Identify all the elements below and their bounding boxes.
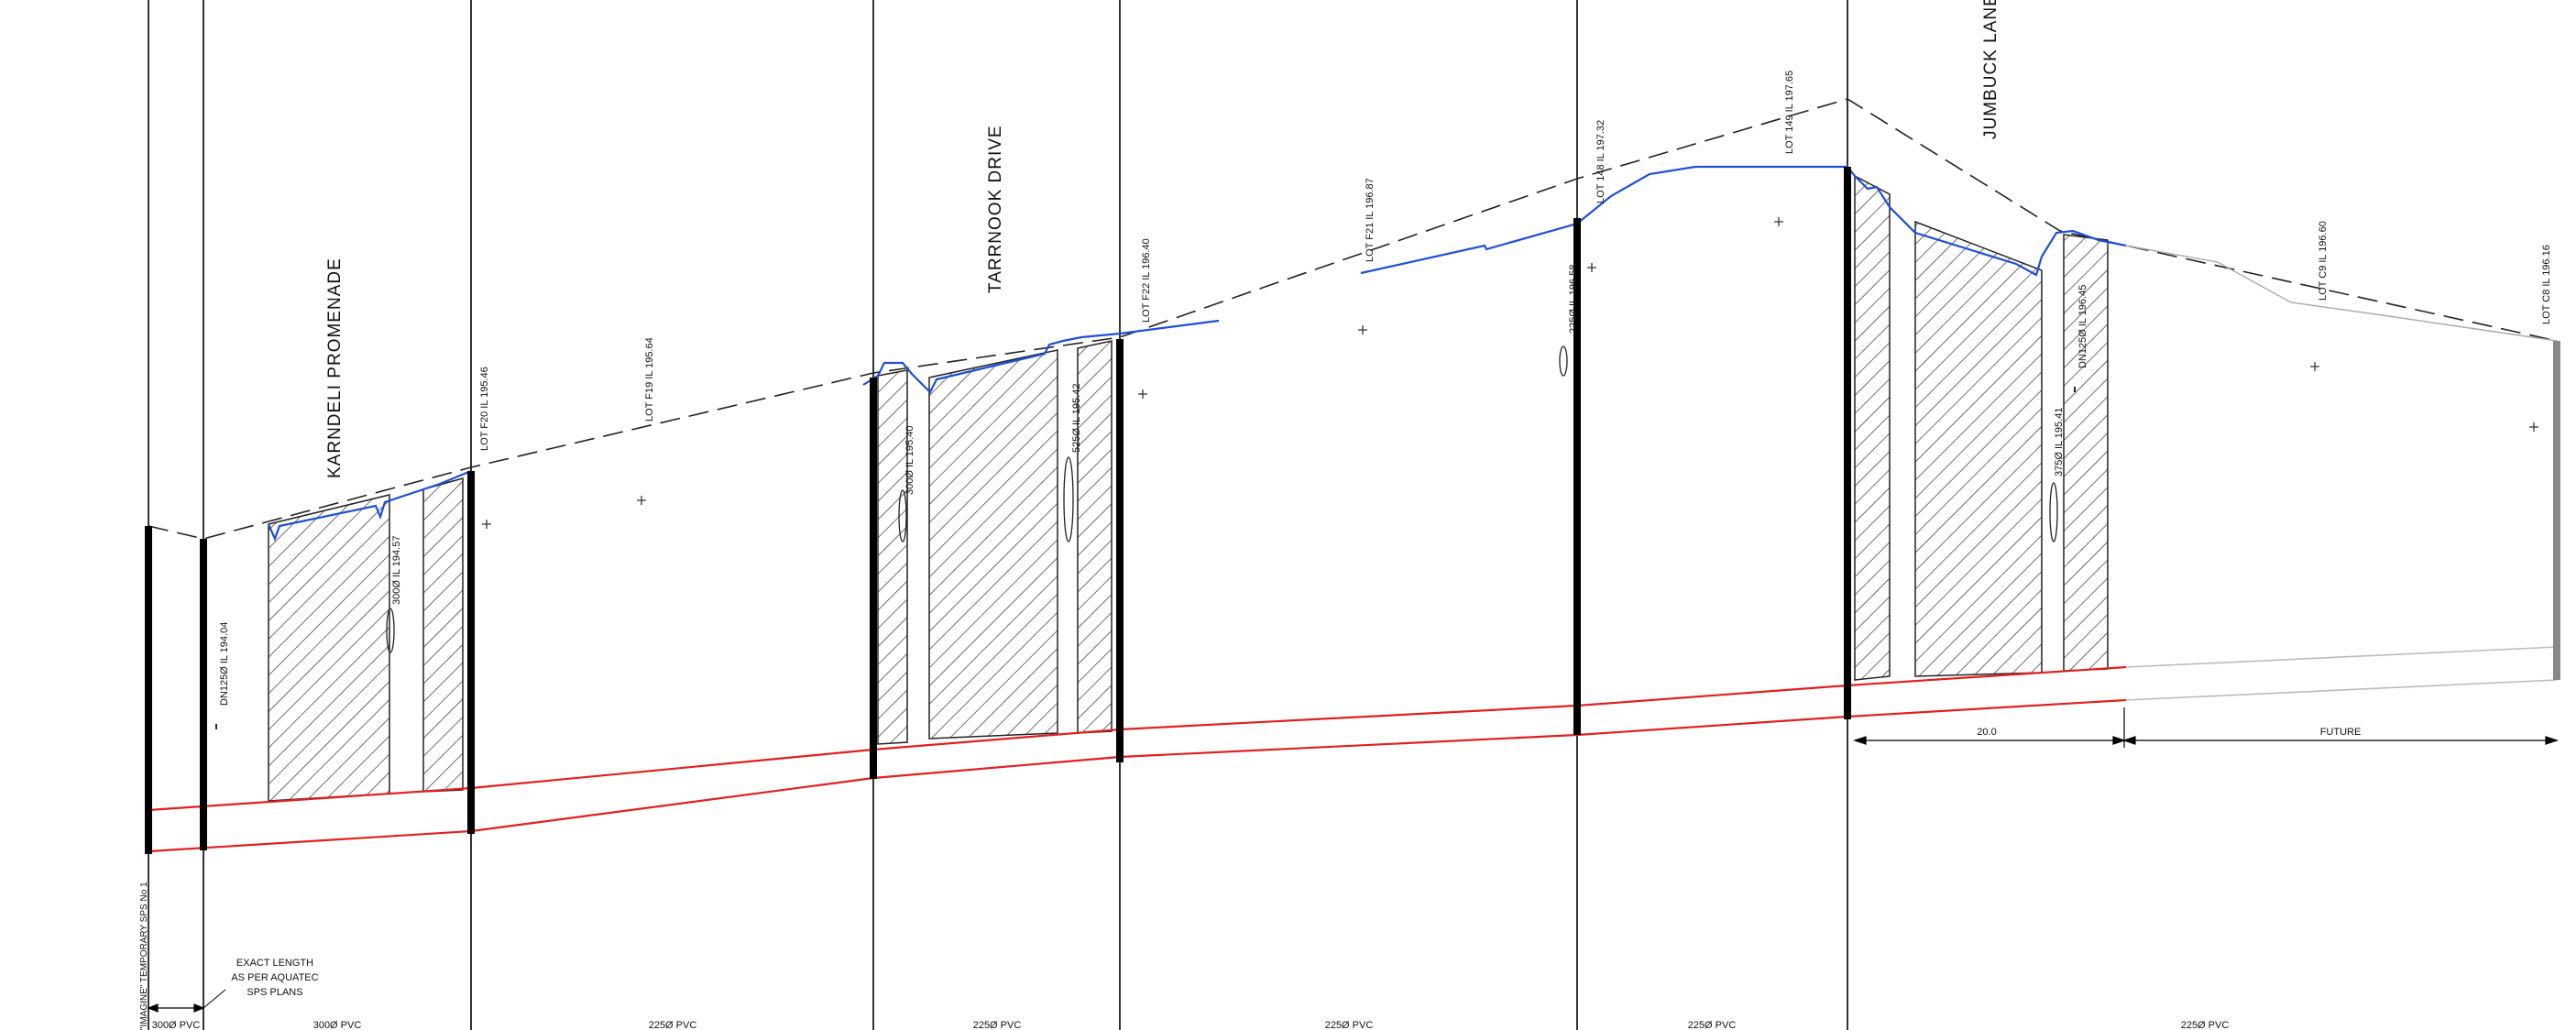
lot-label: LOT 149 IL 197.65 — [1784, 71, 1795, 154]
street-label-karndeli: KARNDELI PROMENADE — [325, 258, 345, 478]
street-label-tarnook: TARRNOOK DRIVE — [986, 125, 1005, 293]
pipe-label: 225Ø PVC — [649, 1020, 697, 1030]
future-surface-line — [2125, 245, 2558, 342]
note-line: SPS PLANS — [247, 987, 302, 998]
sps-label: "IMAGINE" TEMPORARY SPS No 1 — [139, 882, 149, 1030]
future-sewer-pipe — [2125, 646, 2558, 701]
service-label: 300Ø IL 195.40 — [904, 426, 915, 495]
road-crossing-hatch — [268, 174, 2109, 802]
service-label: 375Ø IL 195.41 — [2054, 408, 2065, 477]
design-surface-line — [267, 469, 472, 542]
pipe-label: 225Ø PVC — [1688, 1020, 1737, 1030]
dimension-label-future: FUTURE — [2320, 727, 2362, 738]
lot-label: LOT C8 IL 196.16 — [2541, 245, 2552, 324]
lot-label: LOT F19 IL 195.64 — [644, 337, 655, 422]
manholes — [145, 167, 1851, 854]
service-label: DN125Ø IL 196.45 — [2077, 285, 2088, 368]
lot-label: LOT C9 IL 196.60 — [2318, 221, 2329, 301]
level-markers — [482, 217, 2538, 529]
design-surface-line — [862, 319, 1220, 394]
existing-surface-line — [148, 98, 2558, 540]
lot-label: LOT 148 IL 197.32 — [1595, 120, 1606, 203]
pipe-label: 225Ø PVC — [973, 1020, 1022, 1030]
dimension-lines — [147, 707, 2559, 1013]
note-line: EXACT LENGTH — [236, 958, 313, 969]
pipe-label: 225Ø PVC — [2181, 1020, 2230, 1030]
pipe-label: 225Ø PVC — [1325, 1020, 1374, 1030]
dimension-label-length: 20.0 — [1977, 727, 1996, 738]
lot-label: LOT F22 IL 196.40 — [1141, 238, 1152, 323]
pipe-label: 300Ø PVC — [152, 1020, 201, 1030]
pipe-label: 300Ø PVC — [313, 1020, 362, 1030]
lot-label: LOT F20 IL 195.46 — [479, 367, 490, 451]
note-line: AS PER AQUATEC — [231, 972, 318, 983]
service-label: DN125Ø IL 194.04 — [219, 622, 230, 706]
lot-label: LOT F21 IL 196.87 — [1365, 178, 1376, 262]
service-ellipses — [215, 345, 2076, 729]
service-label: 300Ø IL 194.57 — [391, 536, 402, 605]
design-surface-line — [1360, 165, 2127, 277]
street-label-jumbuck: JUMBUCK LANE — [1981, 0, 2001, 139]
service-label: 225Ø IL 196.58 — [1568, 265, 1579, 334]
service-label: 525Ø IL 195.42 — [1071, 384, 1082, 453]
